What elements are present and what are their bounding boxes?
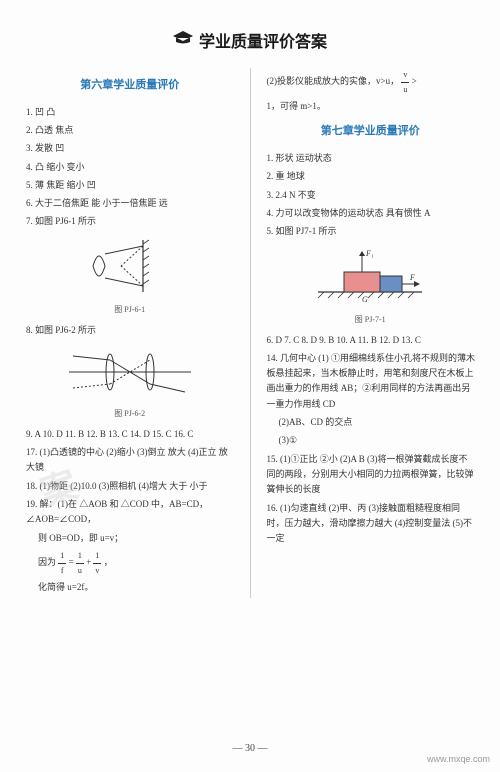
ch6-item-3: 3. 发散 凹 bbox=[24, 141, 236, 156]
q19-text: 因为 bbox=[38, 557, 56, 567]
ch6-q19-1: 19. 解：(1)在 △AOB 和 △COD 中，AB=CD，∠AOB=∠COD… bbox=[24, 497, 236, 528]
figure-pj7-1: F₁ F G 图 PJ-7-1 bbox=[265, 246, 477, 327]
comma: ， bbox=[104, 557, 113, 567]
ch7-q14-2: (2)AB、CD 的交点 bbox=[265, 415, 477, 430]
frac-1u: 1u bbox=[76, 549, 84, 577]
ch6-item-4: 4. 凸 缩小 变小 bbox=[24, 160, 236, 175]
figure-pj6-2: 图 PJ-6-2 bbox=[24, 344, 236, 421]
fig-pj7-1-caption: 图 PJ-7-1 bbox=[265, 313, 477, 327]
ch7-q14: 14. 几何中心 (1) ①用细棉线系住小孔将不规则的薄木板悬挂起来，当木板静止… bbox=[265, 351, 477, 412]
ch6-item-2: 2. 凸透 焦点 bbox=[24, 123, 236, 138]
page-header: 学业质量评价答案 bbox=[24, 28, 476, 52]
ch6-q19-2: 则 OB=OD，即 u=v； bbox=[24, 531, 236, 546]
ch6-item-5: 5. 薄 焦距 缩小 凹 bbox=[24, 178, 236, 193]
ch6-item-7: 7. 如图 PJ6-1 所示 bbox=[24, 214, 236, 229]
figure-pj6-1: 图 PJ-6-1 bbox=[24, 236, 236, 317]
fig-pj6-2-caption: 图 PJ-6-2 bbox=[24, 407, 236, 421]
ch7-q6-13: 6. D 7. C 8. D 9. B 10. A 11. B 12. D 13… bbox=[265, 333, 477, 348]
source-url: www.mxqe.com bbox=[427, 754, 490, 764]
ch7-item-3: 3. 2.4 N 不变 bbox=[265, 188, 477, 203]
frac-vu: vu bbox=[401, 68, 409, 96]
left-column: 第六章学业质量评价 1. 凹 凸 2. 凸透 焦点 3. 发散 凹 4. 凸 缩… bbox=[24, 68, 236, 598]
svg-text:G: G bbox=[362, 295, 368, 304]
ch6-q19-4: 化简得 u=2f。 bbox=[24, 580, 236, 595]
page-number: — 30 — bbox=[0, 743, 500, 754]
plus-sign: + bbox=[86, 557, 91, 567]
ch7-item-1: 1. 形状 运动状态 bbox=[265, 151, 477, 166]
ch7-item-4: 4. 力可以改变物体的运动状态 具有惯性 A bbox=[265, 206, 477, 221]
ch7-q14-3: (3)① bbox=[265, 433, 477, 448]
ch6-item-8: 8. 如图 PJ6-2 所示 bbox=[24, 323, 236, 338]
ch6-item-6: 6. 大于二倍焦距 能 小于一倍焦距 远 bbox=[24, 196, 236, 211]
header-title: 学业质量评价答案 bbox=[173, 28, 327, 52]
graduation-cap-icon bbox=[173, 31, 193, 50]
ch6-q9-16: 9. A 10. D 11. B 12. B 13. C 14. D 15. C… bbox=[24, 427, 236, 442]
ch6-q19-r2: 1，可得 m>1。 bbox=[265, 99, 477, 114]
ch7-q15: 15. (1)①正比 ②小 (2)A B (3)将一根弹簧截成长度不同的两段，分… bbox=[265, 452, 477, 498]
ch7-item-5: 5. 如图 PJ7-1 所示 bbox=[265, 224, 477, 239]
right-column: (2)投影仪能成放大的实像，v>u， vu > 1，可得 m>1。 第七章学业质… bbox=[265, 68, 477, 598]
q19-r1-text: (2)投影仪能成放大的实像，v>u， bbox=[267, 76, 400, 86]
column-divider bbox=[250, 68, 251, 598]
frac-1f: 1f bbox=[58, 549, 66, 577]
fig-pj6-1-caption: 图 PJ-6-1 bbox=[24, 303, 236, 317]
chapter-7-title: 第七章学业质量评价 bbox=[265, 122, 477, 141]
eq-sign: = bbox=[69, 557, 74, 567]
content-columns: 第六章学业质量评价 1. 凹 凸 2. 凸透 焦点 3. 发散 凹 4. 凸 缩… bbox=[24, 68, 476, 598]
ch6-q18: 18. (1)物距 (2)10.0 (3)照相机 (4)增大 大于 小于 bbox=[24, 479, 236, 494]
ch6-q19-3: 因为 1f = 1u + 1v ， bbox=[24, 549, 236, 577]
ch6-item-1: 1. 凹 凸 bbox=[24, 105, 236, 120]
frac-1v: 1v bbox=[93, 549, 101, 577]
gt-sign: > bbox=[412, 76, 417, 86]
svg-text:F: F bbox=[409, 273, 415, 282]
svg-text:F₁: F₁ bbox=[365, 249, 374, 258]
chapter-6-title: 第六章学业质量评价 bbox=[24, 76, 236, 95]
ch7-q16: 16. (1)匀速直线 (2)甲、丙 (3)接触面粗糙程度相同时，压力越大，滑动… bbox=[265, 501, 477, 547]
header-title-text: 学业质量评价答案 bbox=[199, 28, 327, 52]
ch6-q19-r1: (2)投影仪能成放大的实像，v>u， vu > bbox=[265, 68, 477, 96]
ch7-item-2: 2. 重 地球 bbox=[265, 169, 477, 184]
ch6-q17: 17. (1)凸透镜的中心 (2)缩小 (3)倒立 放大 (4)正立 放大镜 bbox=[24, 445, 236, 476]
